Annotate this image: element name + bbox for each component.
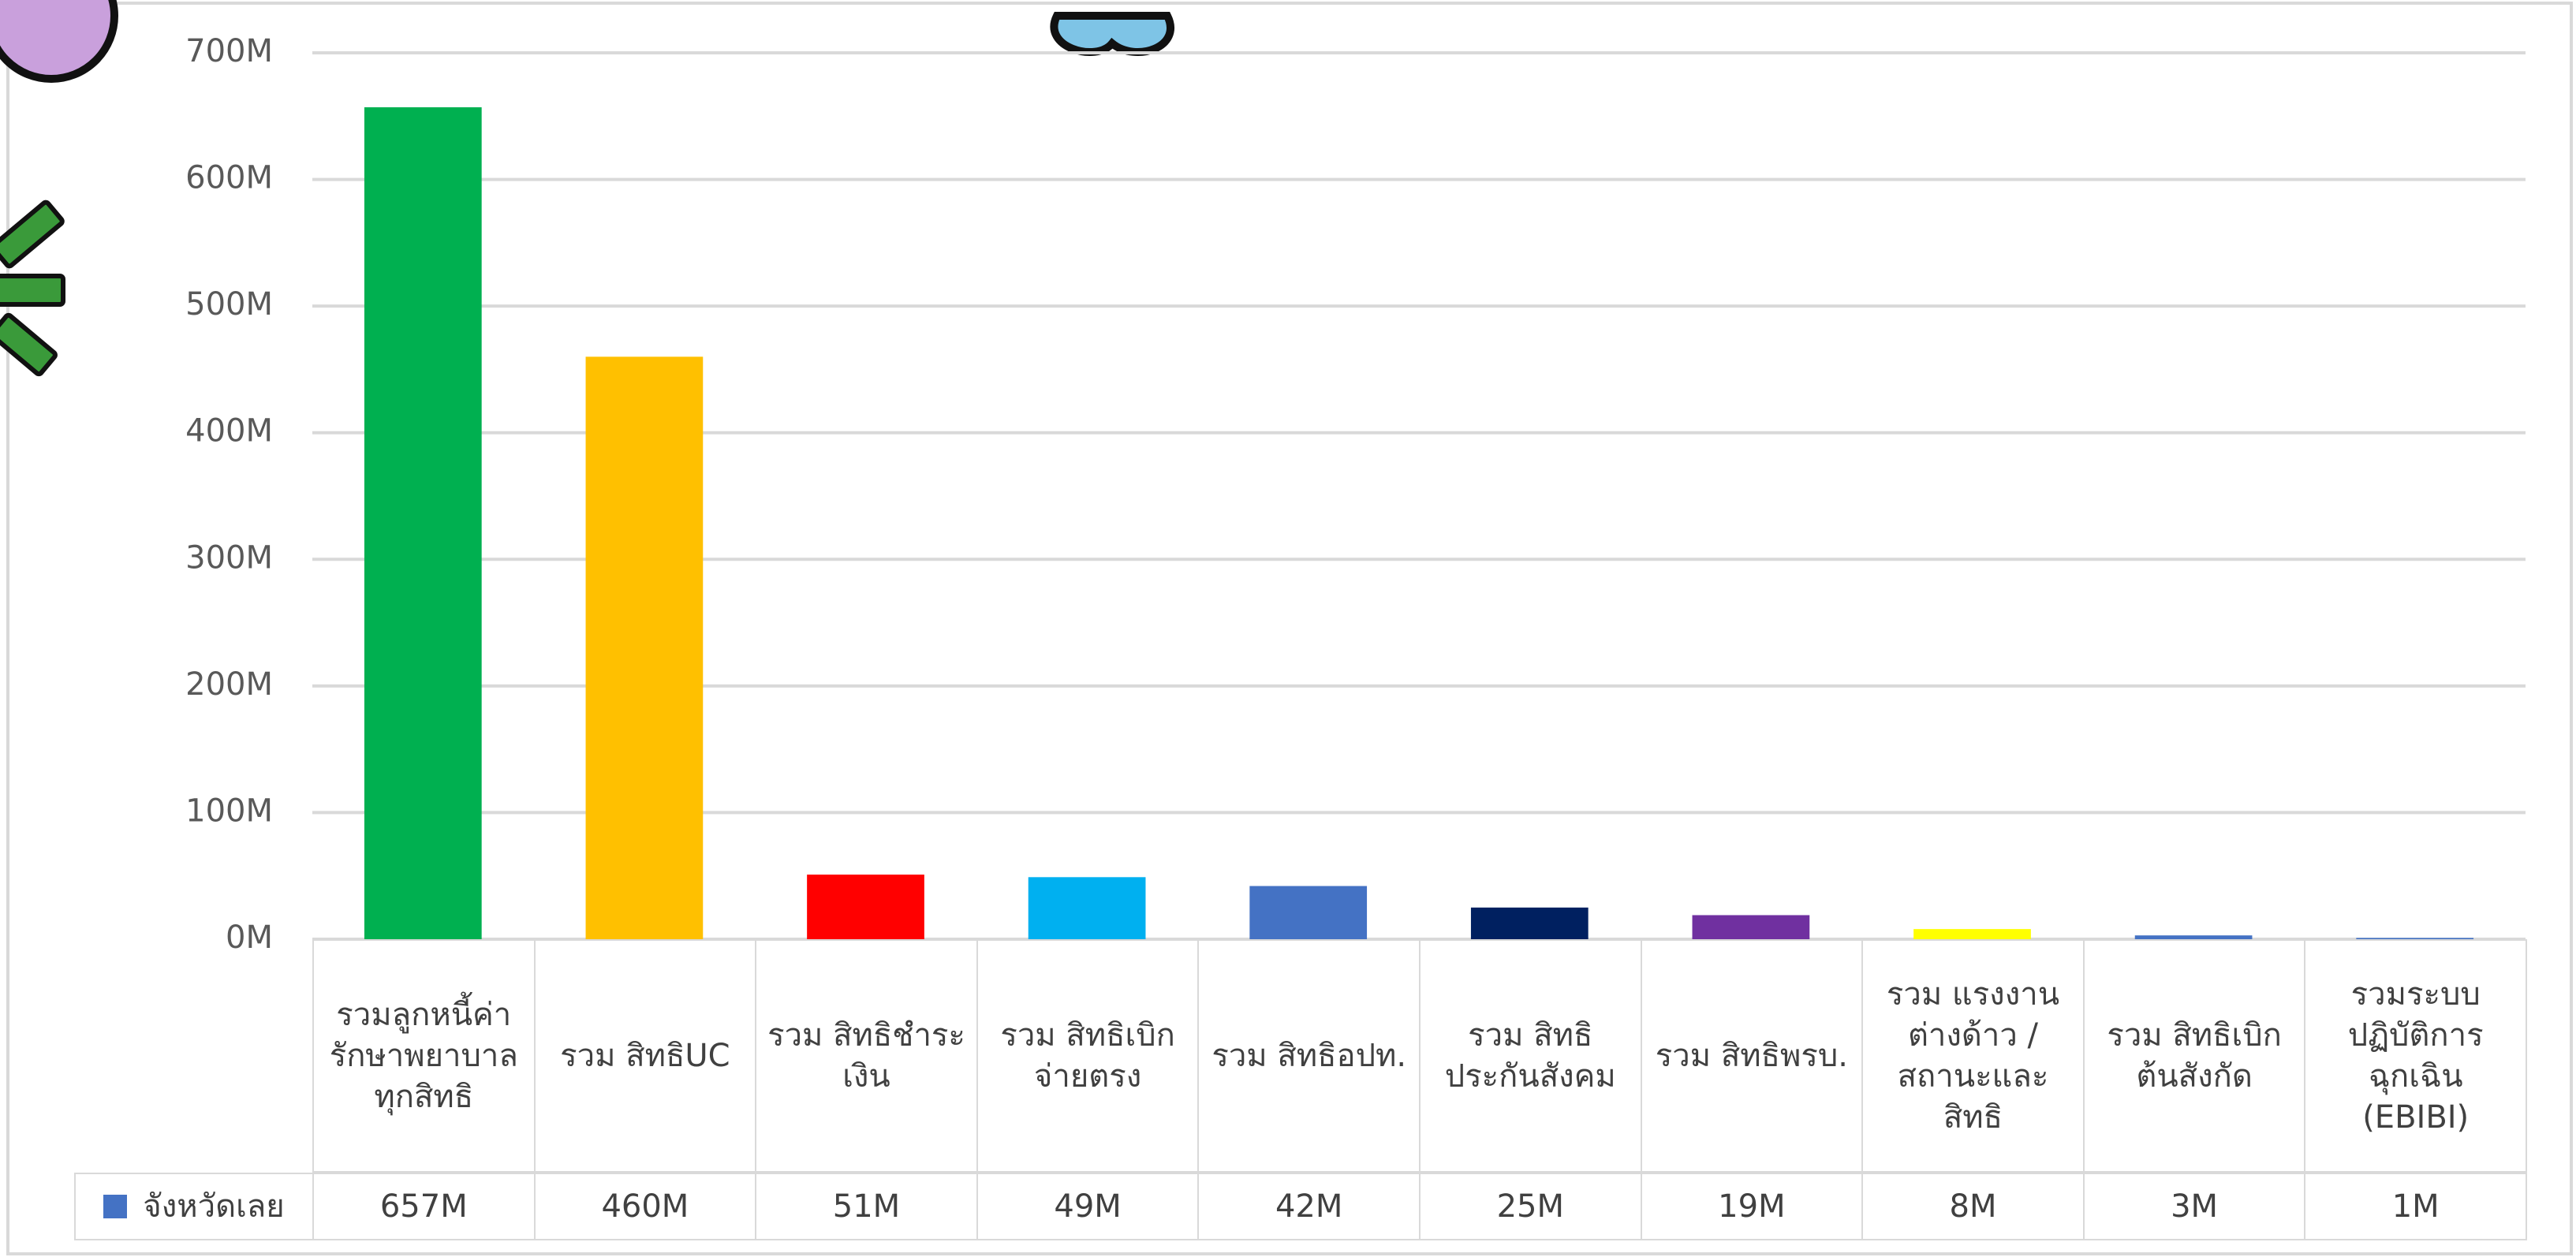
bar [1471,908,1589,939]
y-tick-label: 100M [185,793,273,829]
category-cell: รวม สิทธิอปท. [1197,939,1421,1173]
bar [807,875,924,939]
value-cell: 49M [976,1173,1200,1240]
value-cell: 460M [534,1173,757,1240]
category-cell: รวมลูกหนี้ค่ารักษาพยาบาลทุกสิทธิ [312,939,536,1173]
value-cell: 25M [1419,1173,1642,1240]
value-cell: 1M [2304,1173,2527,1240]
decoration-cloud [1054,16,1170,52]
decoration-circle [0,0,114,79]
category-cell: รวม สิทธิพรบ. [1641,939,1864,1173]
y-tick-label: 700M [185,33,273,69]
category-cell: รวม สิทธิประกันสังคม [1419,939,1642,1173]
bar [1913,929,2031,939]
y-tick-label: 500M [185,286,273,323]
category-cell: รวมระบบปฏิบัติการฉุกเฉิน (EBIBI) [2304,939,2527,1173]
category-cell: รวม สิทธิเบิกต้นสังกัด [2083,939,2306,1173]
value-cell: 42M [1197,1173,1421,1240]
bar [1029,877,1146,939]
chart-page: 0M 100M 200M 300M 400M 500M 600M 700M รวมลูกหนี… [0,0,2576,1257]
value-cell: 657M [312,1173,536,1240]
bar [364,107,482,939]
legend-cell: จังหวัดเลย [74,1173,314,1240]
value-cell: 19M [1641,1173,1864,1240]
value-cell: 8M [1861,1173,2085,1240]
bar [1249,886,1367,939]
decoration-sparkle [0,201,63,375]
value-cell: 3M [2083,1173,2306,1240]
legend-label: จังหวัดเลย [143,1186,284,1227]
y-tick-label: 200M [185,666,273,703]
category-cell: รวม สิทธิชำระเงิน [755,939,978,1173]
bar [586,356,704,939]
y-tick-label: 0M [226,919,273,956]
bar [1693,915,1810,939]
value-cell: 51M [755,1173,978,1240]
legend-swatch [103,1195,127,1218]
y-tick-label: 400M [185,413,273,449]
y-tick-label: 600M [185,160,273,196]
category-cell: รวม สิทธิUC [534,939,757,1173]
category-cell: รวม แรงงานต่างด้าว / สถานะและสิทธิ [1861,939,2085,1173]
category-cell: รวม สิทธิเบิกจ่ายตรง [976,939,1200,1173]
y-tick-label: 300M [185,539,273,576]
